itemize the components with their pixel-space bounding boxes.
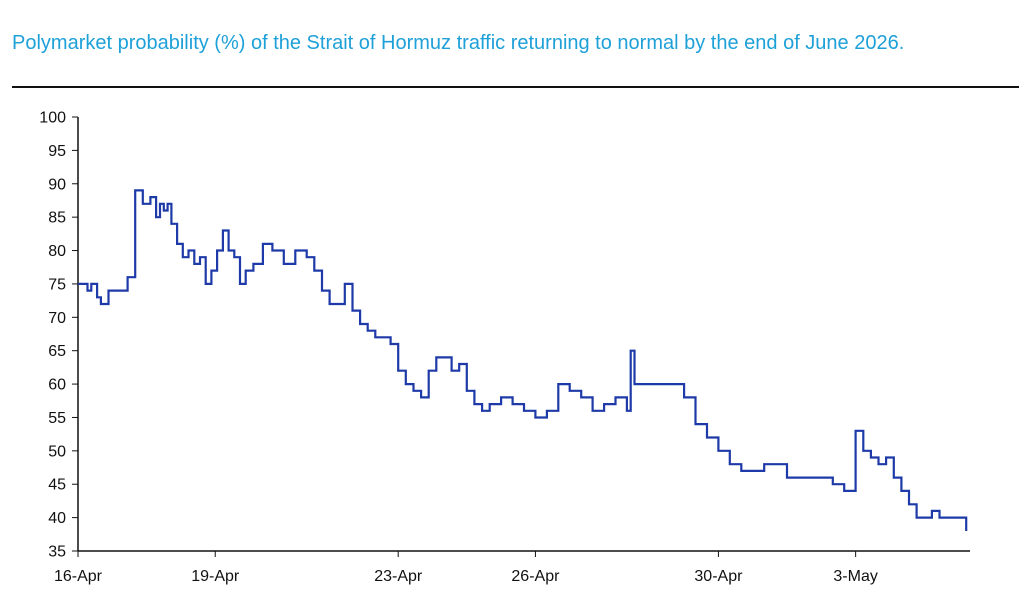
series-line-0 xyxy=(78,189,968,531)
title-divider xyxy=(12,86,1019,88)
x-tick-label: 30-Apr xyxy=(694,568,743,585)
chart-axes xyxy=(77,117,970,552)
x-tick-label: 3-May xyxy=(833,568,877,585)
y-tick-label: 45 xyxy=(48,477,66,494)
y-tick-label: 95 xyxy=(48,143,66,160)
y-tick-label: 100 xyxy=(39,110,66,127)
y-tick-label: 60 xyxy=(48,377,66,394)
y-tick-label: 65 xyxy=(48,343,66,360)
x-tick-label: 26-Apr xyxy=(511,568,560,585)
y-tick-label: 35 xyxy=(48,544,66,561)
y-tick-label: 40 xyxy=(48,510,66,527)
y-tick-label: 50 xyxy=(48,443,66,460)
x-tick-label: 23-Apr xyxy=(374,568,423,585)
x-axis-ticks: 16-Apr 19-Apr 23-Apr 26-Apr 30-Apr 3-May xyxy=(54,551,878,585)
y-tick-label: 75 xyxy=(48,276,66,293)
y-tick-label: 90 xyxy=(48,176,66,193)
plot-area xyxy=(78,189,968,531)
y-tick-label: 80 xyxy=(48,243,66,260)
y-tick-label: 55 xyxy=(48,410,66,427)
y-tick-label: 70 xyxy=(48,310,66,327)
x-tick-label: 19-Apr xyxy=(191,568,240,585)
chart-title: Polymarket probability (%) of the Strait… xyxy=(12,32,905,54)
x-tick-label: 16-Apr xyxy=(54,568,103,585)
y-tick-label: 85 xyxy=(48,210,66,227)
y-axis-ticks: 35 40 45 50 55 60 65 70 75 80 85 90 95 100 xyxy=(39,110,78,561)
